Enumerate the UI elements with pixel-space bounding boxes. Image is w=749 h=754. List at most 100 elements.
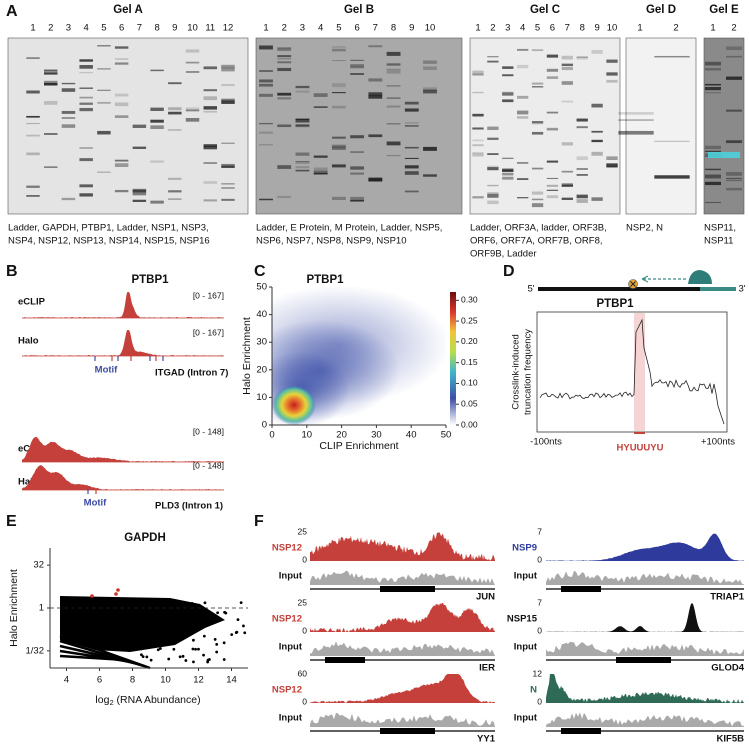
scatter-dot <box>222 658 226 661</box>
lane-number: 3 <box>66 23 71 34</box>
gel-band <box>423 66 437 71</box>
gel-band <box>61 88 76 92</box>
gel-band <box>726 46 742 50</box>
scatter-dot <box>203 601 207 605</box>
gel-band <box>277 67 292 72</box>
lane-number: 6 <box>550 23 555 34</box>
scatter-dot <box>215 643 219 646</box>
gel-band <box>472 152 484 154</box>
gel-caption: NSP4, NSP12, NSP13, NSP14, NSP15, NSP16 <box>8 236 210 247</box>
gel-band <box>331 144 346 147</box>
gel-band <box>26 185 40 188</box>
panel-label: D <box>503 263 515 280</box>
x-tick-label: 6 <box>97 675 102 686</box>
gel-band <box>203 106 218 110</box>
gel-band <box>368 78 383 82</box>
gel-band <box>26 116 40 118</box>
gel-band <box>576 56 588 60</box>
gel-band <box>43 101 58 105</box>
scatter-dot <box>163 636 167 640</box>
gel-band <box>531 191 544 195</box>
gel-band <box>277 61 292 64</box>
x-axis-label: CLIP Enrichment <box>319 440 398 452</box>
gel-band <box>331 196 346 200</box>
scatter-dot <box>192 660 195 664</box>
track-max: 12 <box>533 668 543 678</box>
ribosome <box>688 270 712 284</box>
gel-band <box>168 129 182 131</box>
gel-band <box>561 170 573 173</box>
gel-title: Gel C <box>530 4 560 16</box>
gel-band <box>43 80 58 83</box>
input-label: Input <box>279 713 303 724</box>
y-tick-label: 1 <box>39 603 44 614</box>
gel-band <box>185 71 200 73</box>
gel-band <box>185 117 200 122</box>
gel-band <box>221 142 235 144</box>
gel-band <box>705 92 721 94</box>
scatter-dot <box>203 620 207 623</box>
gel-band <box>203 89 218 91</box>
gel-band <box>114 115 129 118</box>
gel-band <box>185 61 200 64</box>
y-tick-label: 10 <box>256 392 267 403</box>
gel-band <box>502 169 514 172</box>
gel-band <box>705 150 721 153</box>
gel-band <box>97 101 111 104</box>
x-tick-label: 14 <box>226 675 237 686</box>
gel-title: Gel A <box>113 4 143 16</box>
gel-band <box>203 144 218 148</box>
lane-number: 1 <box>637 23 642 34</box>
gel-band <box>502 66 514 69</box>
y-tick-label: 50 <box>256 282 267 293</box>
track-max: 25 <box>298 526 308 536</box>
gel-band <box>618 119 654 121</box>
gel-band <box>259 70 273 72</box>
gel-band <box>546 160 559 163</box>
x-axis-label-sub: 2 <box>109 698 113 707</box>
three-prime: 3' <box>738 284 745 295</box>
gene-exon <box>380 586 435 592</box>
y-tick-label: 1/32 <box>26 645 45 656</box>
y-tick-label: 0 <box>262 420 267 431</box>
scatter-dot <box>216 616 220 620</box>
gel-band <box>517 197 529 199</box>
gel-band <box>546 189 559 191</box>
gel-band <box>423 87 437 91</box>
gel-caption: NSP6, NSP7, NSP8, NSP9, NSP10 <box>256 236 406 247</box>
track-label: NSP9 <box>512 543 537 554</box>
y-axis-label: Crosslink-induced <box>511 334 522 410</box>
panel-title: GAPDH <box>124 532 166 544</box>
scatter-dot <box>206 660 210 664</box>
track-min: 0 <box>302 696 307 706</box>
gel-band <box>546 128 559 130</box>
gel-band <box>606 163 618 168</box>
lane-number: 4 <box>318 23 323 34</box>
gel-band <box>295 124 310 128</box>
scatter-dot <box>190 623 194 626</box>
input-track <box>546 570 744 585</box>
lane-number: 9 <box>409 23 414 34</box>
gel-band <box>350 151 365 153</box>
gel-band <box>150 200 164 204</box>
gel-band <box>313 106 328 108</box>
gel-band <box>591 49 603 54</box>
scatter-dot <box>194 647 197 651</box>
crosslink-x <box>630 281 636 287</box>
scatter-dot <box>223 610 227 614</box>
x-tick-label: 10 <box>302 430 313 441</box>
input-label: Input <box>279 642 303 653</box>
x-label: +100nts <box>701 437 735 448</box>
scatter-dot <box>197 647 200 651</box>
x-tick-label: 10 <box>160 675 171 686</box>
gel-band <box>487 55 499 58</box>
lane-number: 4 <box>520 23 525 34</box>
gel-band <box>168 111 182 115</box>
signal-track <box>22 437 224 462</box>
motif-band <box>634 313 645 431</box>
five-prime: 5' <box>527 284 534 295</box>
gel-band <box>386 85 401 87</box>
gel-band <box>331 92 346 94</box>
gel-band <box>561 142 573 146</box>
x-axis-label-part: log <box>95 694 109 706</box>
